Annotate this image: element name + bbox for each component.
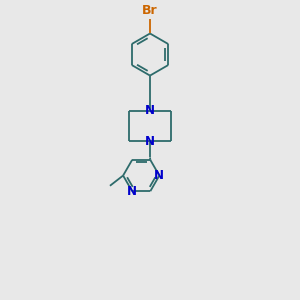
Text: N: N [145, 135, 155, 148]
Text: N: N [145, 104, 155, 117]
Text: N: N [127, 185, 137, 198]
Text: Br: Br [142, 4, 158, 16]
Text: N: N [154, 169, 164, 182]
